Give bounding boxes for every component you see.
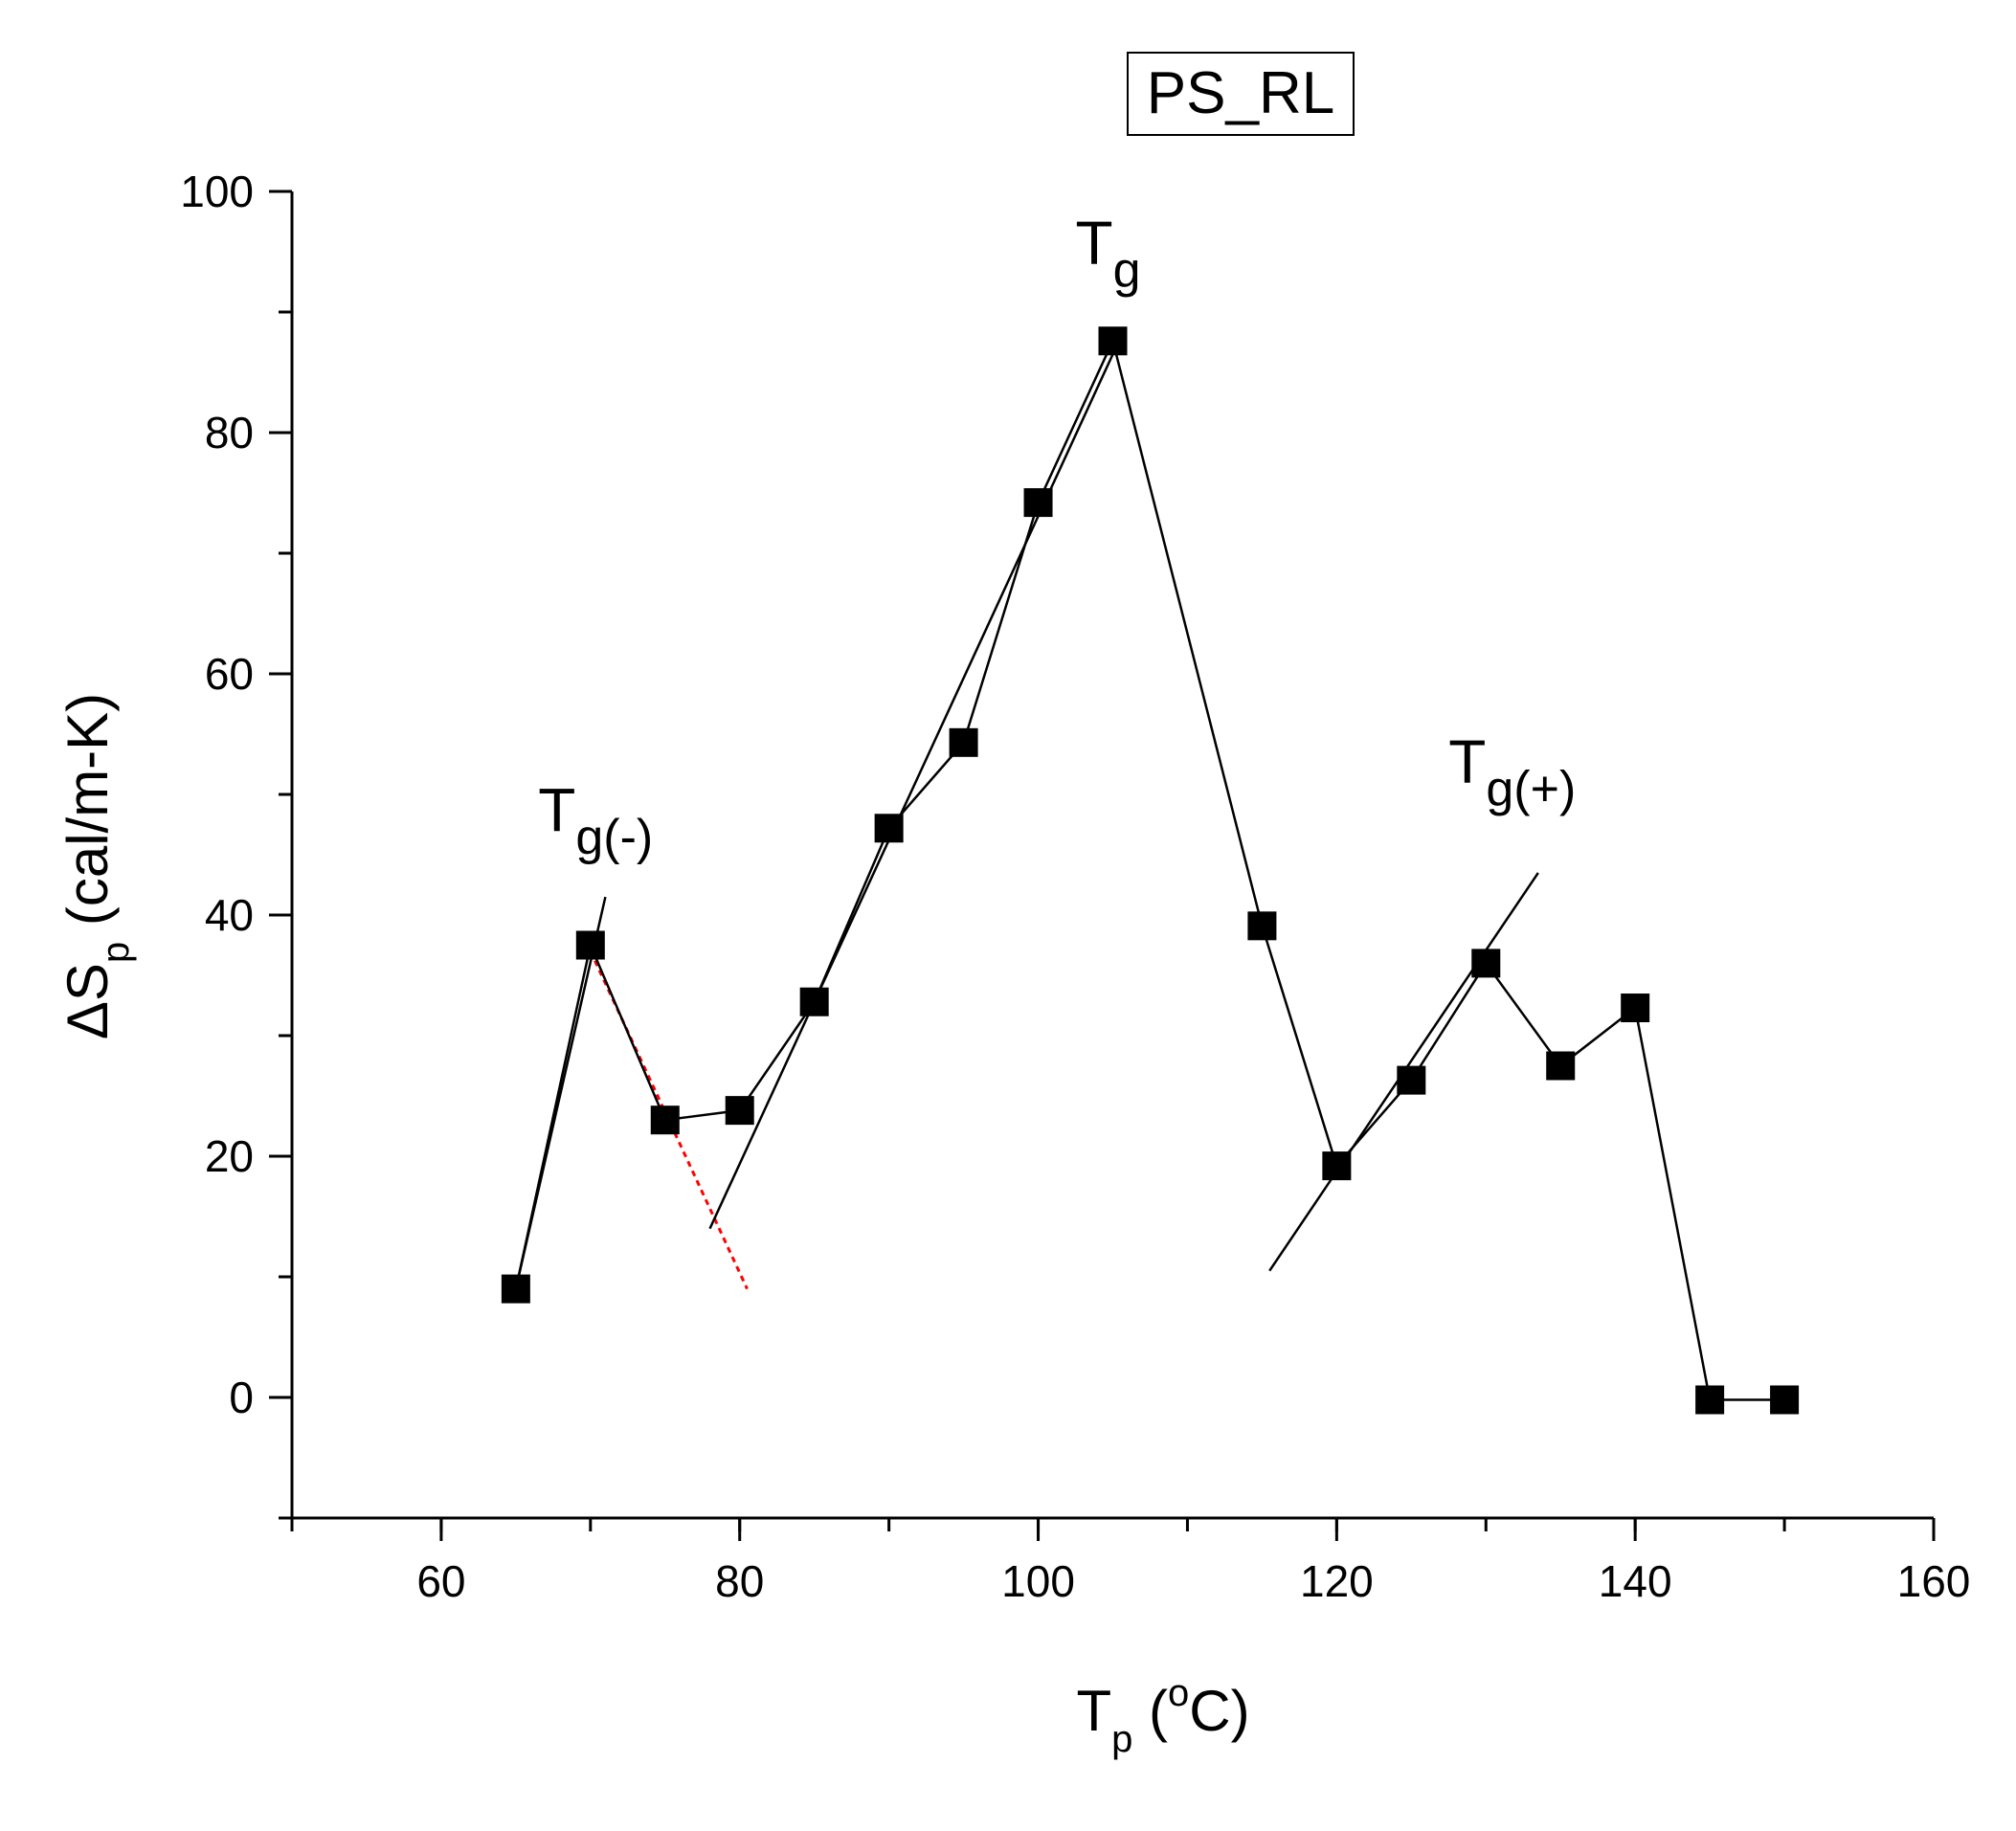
data-point xyxy=(1471,949,1501,978)
data-point xyxy=(575,930,605,960)
x-axis-title-mid: ( xyxy=(1132,1679,1168,1743)
x-axis-title-main: T xyxy=(1076,1679,1111,1743)
y-tick-label: 0 xyxy=(229,1373,254,1422)
series-line xyxy=(514,337,1785,1401)
x-tick-label: 120 xyxy=(1300,1556,1374,1606)
x-tick-label: 100 xyxy=(1001,1556,1075,1606)
y-tick-label: 80 xyxy=(205,408,254,458)
axis-titles: Tp (oC) ΔSp (cal/m-K) xyxy=(56,693,1250,1760)
data-point xyxy=(1397,1065,1426,1095)
data-point xyxy=(949,727,978,757)
legend-box xyxy=(1127,52,1355,136)
x-axis-title-sub: p xyxy=(1111,1718,1132,1760)
x-axis-title-sup: o xyxy=(1168,1672,1189,1714)
y-axis-title-end: (cal/m-K) xyxy=(56,693,120,942)
data-point xyxy=(1770,1385,1800,1415)
y-axis-title-sub: p xyxy=(95,942,137,963)
data-point xyxy=(1546,1051,1576,1081)
y-tick-label: 40 xyxy=(205,890,254,940)
annotation-main: T xyxy=(1448,726,1486,795)
fit-line xyxy=(708,353,1114,1230)
annotation-sub: g(-) xyxy=(575,810,653,865)
x-axis-title: Tp (oC) xyxy=(1076,1672,1249,1760)
axes: 60 80 100 120 140 160 0 20 40 60 80 100 xyxy=(180,167,1970,1606)
x-tick-label: 160 xyxy=(1897,1556,1971,1606)
annotation-label: Tg(-) xyxy=(538,775,653,865)
data-point xyxy=(1098,326,1128,356)
legend: PS_RL xyxy=(1127,52,1355,136)
y-axis-title-main: ΔS xyxy=(56,963,120,1039)
x-tick-label: 80 xyxy=(715,1556,764,1606)
data-point xyxy=(1695,1385,1725,1415)
data-point xyxy=(799,987,829,1016)
data-point xyxy=(1322,1151,1352,1181)
y-tick-label: 20 xyxy=(205,1131,254,1181)
data-point xyxy=(1621,994,1650,1023)
annotation-label: Tg xyxy=(1076,209,1141,299)
data-point xyxy=(650,1105,680,1135)
x-tick-label: 140 xyxy=(1599,1556,1672,1606)
annotation-main: T xyxy=(538,775,575,844)
y-tick-label: 60 xyxy=(205,649,254,699)
annotation-sub: g(+) xyxy=(1486,761,1576,816)
x-axis-title-end: C) xyxy=(1189,1679,1249,1743)
x-tick-label: 60 xyxy=(416,1556,465,1606)
annotation-main: T xyxy=(1076,209,1113,278)
data-point xyxy=(874,814,904,843)
data-point xyxy=(1247,911,1277,941)
data-point xyxy=(501,1274,530,1304)
annotation-label: Tg(+) xyxy=(1448,726,1576,816)
legend-label: PS_RL xyxy=(1147,60,1334,126)
annotation-sub: g xyxy=(1113,243,1141,299)
data-point xyxy=(725,1096,754,1126)
red-dashed-fit-line xyxy=(589,950,749,1290)
y-tick-label: 100 xyxy=(180,167,254,216)
y-axis-title: ΔSp (cal/m-K) xyxy=(56,693,137,1039)
data-point xyxy=(1023,488,1053,518)
data-series xyxy=(501,326,1800,1415)
